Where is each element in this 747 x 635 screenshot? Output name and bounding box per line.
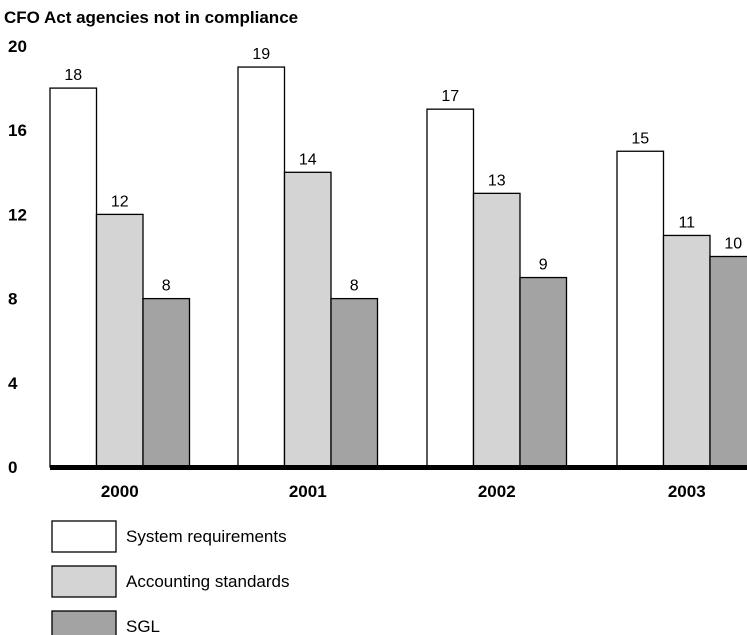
x-axis-ticks: 2000 2001 2002 2003 [101,482,706,501]
bar-accounting-standards-2003 [662,234,711,468]
legend-swatch-accounting-standards [51,565,117,598]
legend-label-accounting-standards: Accounting standards [126,572,290,591]
y-tick-label: 0 [8,458,17,477]
data-label: 13 [488,172,506,189]
bar-accounting-standards-2002 [472,192,521,468]
x-tick-label: 2002 [478,482,516,501]
data-label: 18 [64,67,82,84]
y-axis-label: CFO Act agencies not in compliance [4,8,298,27]
data-label: 17 [441,88,459,105]
bar-system-requirements-2003 [616,150,665,468]
y-tick-label: 8 [8,290,17,309]
y-tick-label: 16 [8,121,27,140]
data-label: 12 [111,193,129,210]
bar-sgl-2002 [519,276,568,468]
bar-system-requirements-2000 [49,87,98,468]
legend-swatch-sgl [51,610,117,635]
bar-accounting-standards-2001 [283,171,332,468]
bar-sgl-2000 [142,297,191,468]
data-label: 14 [299,151,317,168]
data-label: 19 [252,46,270,63]
data-label: 10 [724,236,742,253]
data-label: 9 [539,257,548,274]
legend-label-system-requirements: System requirements [126,527,287,546]
x-tick-label: 2000 [101,482,139,501]
data-label: 8 [162,278,171,295]
x-axis-baseline [50,465,747,470]
y-axis-ticks: 0 4 8 12 16 20 [8,37,27,477]
bars [49,66,747,468]
legend-swatch-system-requirements [51,520,117,553]
y-tick-label: 12 [8,205,27,224]
y-tick-label: 4 [8,374,18,393]
y-tick-label: 20 [8,37,27,56]
data-label: 8 [350,278,359,295]
data-label: 11 [678,214,695,231]
bar-accounting-standards-2000 [95,213,144,468]
x-tick-label: 2001 [289,482,327,501]
data-labels: 18 12 8 19 14 8 17 13 9 15 11 10 [64,46,742,295]
bar-sgl-2001 [330,297,379,468]
bar-system-requirements-2001 [237,66,286,468]
bar-sgl-2003 [709,255,747,468]
legend-label-sgl: SGL [126,617,160,635]
bar-system-requirements-2002 [426,108,475,468]
x-tick-label: 2003 [668,482,706,501]
legend: System requirements Accounting standards S… [51,520,290,635]
data-label: 15 [631,130,649,147]
